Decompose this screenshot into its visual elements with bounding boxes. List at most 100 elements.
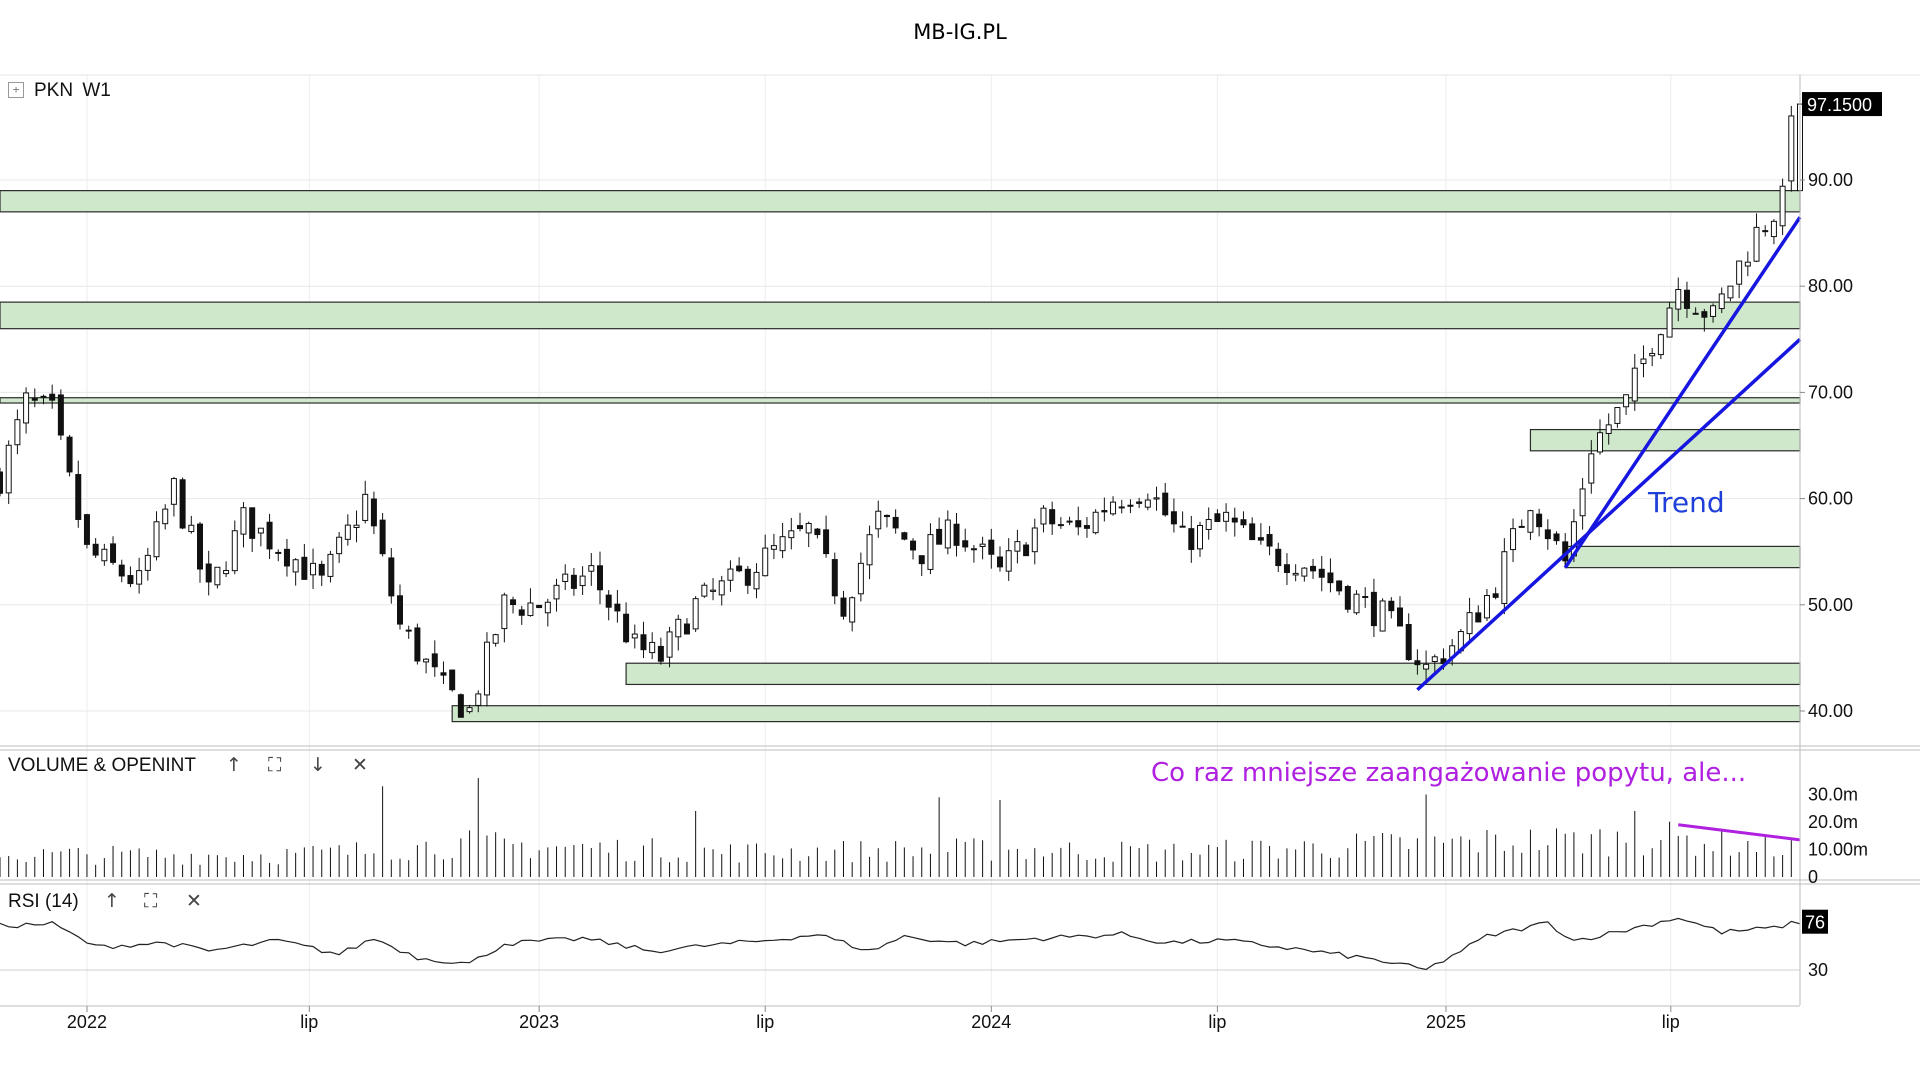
volume-move-down-icon[interactable]: ↓ xyxy=(310,754,326,776)
candle-body xyxy=(979,543,986,547)
candle-body xyxy=(640,634,647,651)
candle-body xyxy=(814,528,821,536)
candle-body xyxy=(666,631,673,658)
candle-body xyxy=(1023,544,1030,557)
candle-body xyxy=(440,672,447,676)
volume-bars xyxy=(0,778,1801,877)
candle-body xyxy=(40,395,47,398)
candle-body xyxy=(327,553,334,577)
candle-body xyxy=(118,564,125,577)
candle-body xyxy=(1083,525,1090,529)
volume-move-up-icon[interactable]: ↑ xyxy=(226,754,242,776)
candle-body xyxy=(214,566,221,586)
candle-body xyxy=(840,597,847,617)
last-price-label: 97.1500 xyxy=(1807,95,1872,115)
candle-body xyxy=(362,493,369,521)
candle-body xyxy=(1579,488,1586,517)
candle-body xyxy=(223,570,230,575)
candle-body xyxy=(1127,504,1134,507)
candle-body xyxy=(336,536,343,555)
candle-body xyxy=(823,529,830,555)
volume-close-icon[interactable]: ✕ xyxy=(352,754,368,776)
candle-body xyxy=(805,522,812,534)
candle-body xyxy=(1605,424,1612,434)
volume-tick-label: 30.0m xyxy=(1808,785,1858,805)
candle-body xyxy=(510,599,517,606)
price-tick-label: 60.00 xyxy=(1808,489,1853,509)
candle-body xyxy=(1614,407,1621,424)
candle-body xyxy=(875,510,882,530)
candle-body xyxy=(1336,580,1343,592)
candle-body xyxy=(1675,288,1682,310)
expand-icon[interactable]: + xyxy=(8,82,24,98)
candle-body xyxy=(692,598,699,630)
candle-body xyxy=(75,474,82,520)
candle-body xyxy=(144,554,151,571)
candle-body xyxy=(1310,565,1317,572)
axis-labels: 90.00 80.00 70.00 60.00 50.00 40.00 97.1500 30.… xyxy=(67,92,1882,1032)
candle-body xyxy=(1770,220,1777,238)
time-tick-label: lip xyxy=(1662,1012,1680,1032)
candle-body xyxy=(423,658,430,663)
candle-body xyxy=(31,398,38,401)
candle-body xyxy=(240,507,247,535)
rsi-close-icon[interactable]: ✕ xyxy=(186,890,202,912)
candle-body xyxy=(1431,656,1438,663)
candle-body xyxy=(762,547,769,577)
candle-body xyxy=(1188,528,1195,550)
price-tick-label: 40.00 xyxy=(1808,701,1853,721)
candle-body xyxy=(944,519,951,549)
candle-body xyxy=(1353,593,1360,614)
rsi-fullscreen-icon[interactable]: ⛶ xyxy=(144,890,158,912)
candle-body xyxy=(1101,510,1108,513)
candle-body xyxy=(936,528,943,545)
candle-body xyxy=(1327,572,1334,584)
candle-body xyxy=(1031,527,1038,553)
candle-body xyxy=(710,589,717,592)
candle-body xyxy=(310,562,317,576)
candle-body xyxy=(57,394,64,436)
candle-body xyxy=(136,570,143,585)
candle-body xyxy=(1197,524,1203,550)
candle-body xyxy=(466,707,473,713)
candle-body xyxy=(770,545,777,550)
candle-body xyxy=(1257,537,1264,541)
candle-body xyxy=(170,478,177,505)
candle-body xyxy=(553,584,560,600)
candle-body xyxy=(1292,572,1299,576)
candle-body xyxy=(1205,519,1212,530)
candle-body xyxy=(1623,394,1630,408)
candle-body xyxy=(1318,568,1325,578)
candle-body xyxy=(1423,663,1430,670)
candle-body xyxy=(588,565,595,572)
candle-body xyxy=(1144,499,1151,508)
candle-body xyxy=(910,540,917,551)
candle-body xyxy=(849,597,856,623)
volume-fullscreen-icon[interactable]: ⛶ xyxy=(268,754,282,776)
candle-body xyxy=(614,603,621,612)
candle-body xyxy=(1544,529,1551,540)
candle-body xyxy=(257,527,264,534)
rsi-move-up-icon[interactable]: ↑ xyxy=(104,890,120,912)
price-zone xyxy=(1564,545,1801,569)
candle-body xyxy=(1744,261,1751,267)
candle-body xyxy=(1153,497,1160,500)
candle-body xyxy=(231,530,238,572)
candle-body xyxy=(1710,305,1717,317)
candle-body xyxy=(1162,492,1169,516)
candle-body xyxy=(205,563,212,583)
candle-body xyxy=(49,393,56,401)
candle-body xyxy=(1066,520,1073,523)
candle-body xyxy=(883,514,890,518)
candle-body xyxy=(1440,658,1447,664)
symbol-text: PKN xyxy=(34,80,74,101)
instrument-label: PKN W1 xyxy=(34,80,111,102)
panel-frames xyxy=(0,74,1920,1007)
candle-body xyxy=(683,623,690,635)
candle-body xyxy=(405,629,412,632)
support-resistance-zones xyxy=(0,190,1801,723)
time-tick-label: lip xyxy=(1208,1012,1226,1032)
candle-body xyxy=(162,508,169,525)
candle-body xyxy=(5,444,12,494)
